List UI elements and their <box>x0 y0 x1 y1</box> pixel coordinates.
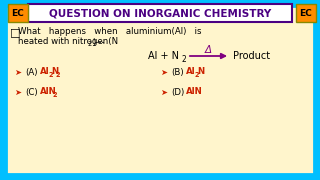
Text: EC: EC <box>300 8 312 17</box>
Text: (B): (B) <box>171 68 184 76</box>
Text: What   happens   when   aluminium(Al)   is: What happens when aluminium(Al) is <box>18 28 202 37</box>
Text: EC: EC <box>12 8 24 17</box>
Text: Al: Al <box>40 68 50 76</box>
Text: Al: Al <box>186 68 196 76</box>
Text: (D): (D) <box>171 87 184 96</box>
Text: ➤: ➤ <box>14 68 21 76</box>
Text: ➤: ➤ <box>160 68 167 76</box>
Text: )---: )--- <box>92 37 105 46</box>
Text: ➤: ➤ <box>160 87 167 96</box>
Text: N: N <box>198 68 205 76</box>
Text: □: □ <box>10 27 20 37</box>
Text: AlN: AlN <box>186 87 203 96</box>
Bar <box>8 4 28 22</box>
Text: 2: 2 <box>195 72 199 78</box>
Text: Al + N: Al + N <box>148 51 179 61</box>
Bar <box>296 4 316 22</box>
Text: 2: 2 <box>88 42 92 48</box>
Text: QUESTION ON INORGANIC CHEMISTRY: QUESTION ON INORGANIC CHEMISTRY <box>49 8 271 18</box>
Text: 2: 2 <box>56 72 60 78</box>
Text: Δ: Δ <box>205 45 212 55</box>
Text: (A): (A) <box>25 68 37 76</box>
Text: Product: Product <box>233 51 270 61</box>
Text: AlN: AlN <box>40 87 57 96</box>
Text: (C): (C) <box>25 87 38 96</box>
Text: 2: 2 <box>181 55 186 64</box>
Text: 2: 2 <box>48 72 53 78</box>
Text: ➤: ➤ <box>14 87 21 96</box>
Text: heated with nitrogen(N: heated with nitrogen(N <box>18 37 118 46</box>
Bar <box>28 4 292 22</box>
Text: N: N <box>52 68 59 76</box>
Text: 2: 2 <box>52 92 57 98</box>
